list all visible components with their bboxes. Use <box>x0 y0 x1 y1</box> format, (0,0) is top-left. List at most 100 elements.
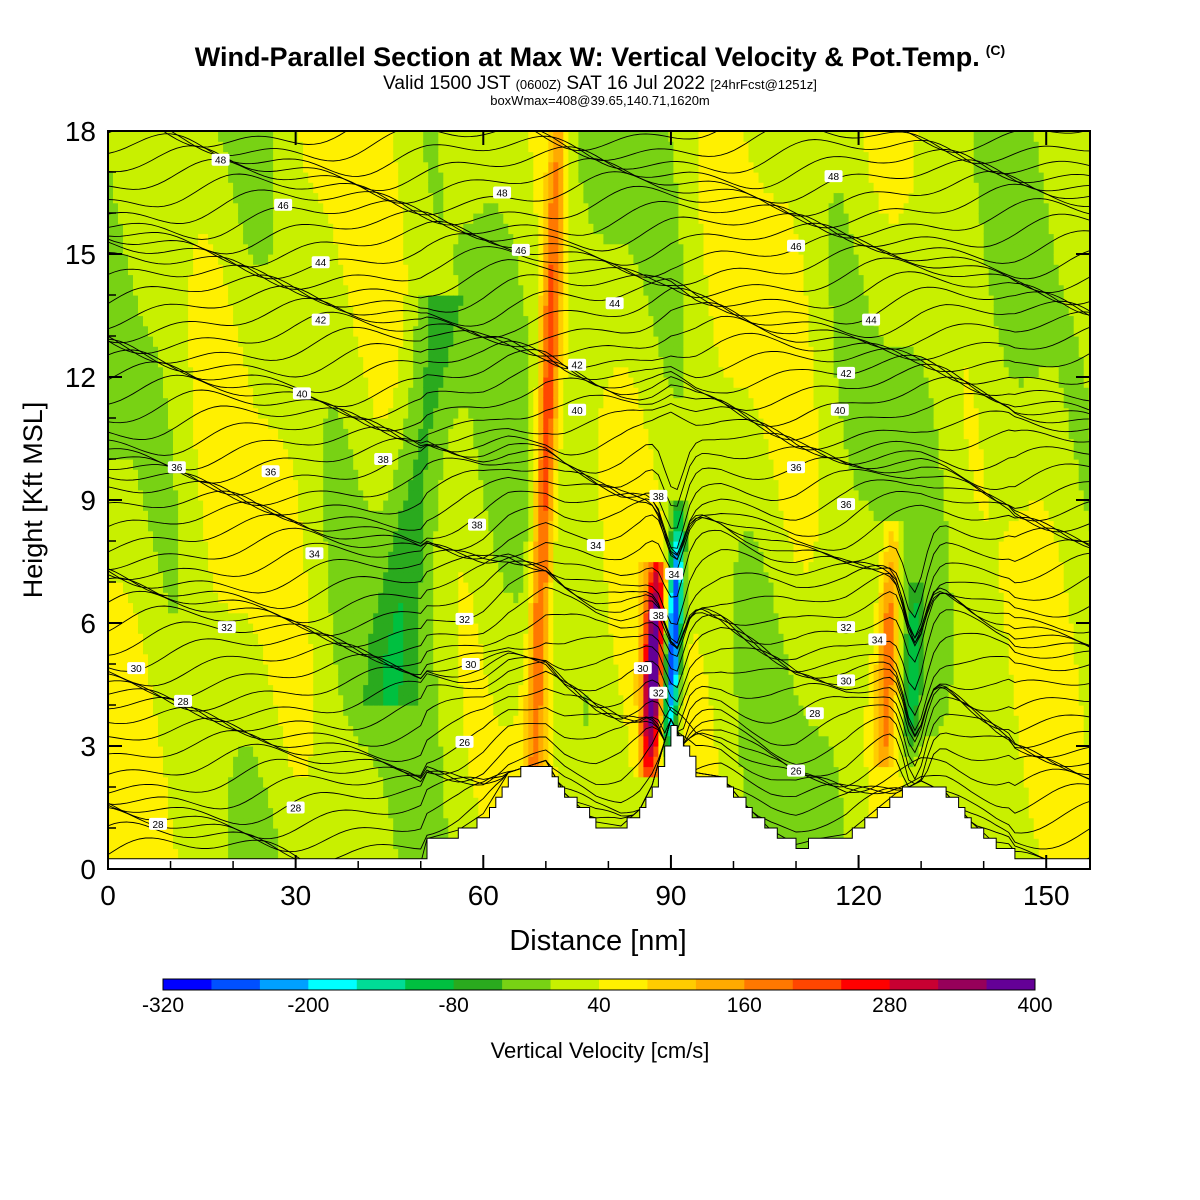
velocity-cell <box>213 254 219 265</box>
velocity-cell <box>138 131 144 142</box>
velocity-cell <box>348 500 354 511</box>
velocity-cell <box>448 828 454 839</box>
velocity-cell <box>158 520 164 532</box>
velocity-cell <box>268 520 274 532</box>
velocity-cell <box>413 192 419 204</box>
velocity-cell <box>378 797 384 809</box>
velocity-cell <box>143 653 149 665</box>
velocity-cell <box>248 766 254 778</box>
velocity-cell <box>163 530 169 542</box>
velocity-cell <box>228 633 234 645</box>
velocity-cell <box>173 653 179 665</box>
velocity-cell <box>123 254 129 265</box>
velocity-cell <box>193 161 199 173</box>
velocity-cell <box>223 459 229 470</box>
velocity-cell <box>443 295 449 306</box>
velocity-cell <box>193 674 199 686</box>
velocity-cell <box>198 633 204 645</box>
velocity-cell <box>398 366 404 378</box>
velocity-cell <box>358 807 364 819</box>
velocity-cell <box>263 141 269 153</box>
velocity-cell <box>248 582 254 593</box>
velocity-cell <box>163 366 169 378</box>
velocity-cell <box>348 284 354 296</box>
velocity-cell <box>278 817 284 829</box>
velocity-cell <box>338 141 344 153</box>
velocity-cell <box>408 602 414 614</box>
velocity-cell <box>428 530 434 542</box>
velocity-cell <box>188 418 194 429</box>
velocity-cell <box>288 489 294 501</box>
velocity-cell <box>173 797 179 809</box>
velocity-cell <box>233 346 239 358</box>
velocity-cell <box>308 520 314 532</box>
velocity-cell <box>448 407 454 419</box>
velocity-cell <box>168 582 174 593</box>
velocity-cell <box>393 664 399 675</box>
velocity-cell <box>418 787 424 798</box>
velocity-cell <box>388 828 394 839</box>
velocity-cell <box>263 397 269 409</box>
velocity-cell <box>313 510 319 522</box>
velocity-cell <box>388 633 394 645</box>
velocity-cell <box>413 274 419 286</box>
velocity-cell <box>273 787 279 798</box>
velocity-cell <box>148 776 154 788</box>
velocity-cell <box>268 633 274 645</box>
velocity-cell <box>348 756 354 768</box>
velocity-cell <box>423 172 429 183</box>
velocity-cell <box>258 643 264 655</box>
velocity-cell <box>213 725 219 737</box>
velocity-cell <box>143 151 149 163</box>
velocity-cell <box>138 797 144 809</box>
velocity-cell <box>188 766 194 778</box>
velocity-cell <box>208 561 214 573</box>
velocity-cell <box>278 428 284 440</box>
velocity-cell <box>168 479 174 491</box>
velocity-cell <box>333 592 339 604</box>
velocity-cell <box>213 828 219 839</box>
velocity-cell <box>408 254 414 265</box>
velocity-cell <box>143 284 149 296</box>
velocity-cell <box>338 325 344 337</box>
velocity-cell <box>378 684 384 696</box>
velocity-cell <box>268 254 274 265</box>
velocity-cell <box>118 561 124 573</box>
velocity-cell <box>138 366 144 378</box>
velocity-cell <box>333 746 339 757</box>
velocity-cell <box>273 315 279 327</box>
velocity-cell <box>163 612 169 624</box>
velocity-cell <box>233 305 239 317</box>
velocity-cell <box>138 469 144 481</box>
velocity-cell <box>183 664 189 675</box>
velocity-cell <box>133 428 139 440</box>
velocity-cell <box>303 377 309 388</box>
velocity-cell <box>453 684 459 696</box>
velocity-cell <box>358 161 364 173</box>
velocity-cell <box>393 797 399 809</box>
velocity-cell <box>208 151 214 163</box>
velocity-cell <box>393 787 399 798</box>
velocity-cell <box>313 776 319 788</box>
velocity-cell <box>293 377 299 388</box>
velocity-cell <box>158 356 164 368</box>
velocity-cell <box>413 551 419 563</box>
velocity-cell <box>138 633 144 645</box>
velocity-cell <box>288 746 294 757</box>
velocity-cell <box>428 202 434 214</box>
velocity-cell <box>323 735 329 747</box>
velocity-cell <box>343 418 349 429</box>
velocity-cell <box>108 489 114 501</box>
velocity-cell <box>348 387 354 399</box>
velocity-cell <box>128 694 134 706</box>
velocity-cell <box>168 828 174 839</box>
velocity-cell <box>373 213 379 224</box>
velocity-cell <box>258 776 264 788</box>
velocity-cell <box>143 233 149 245</box>
velocity-cell <box>363 325 369 337</box>
velocity-cell <box>153 418 159 429</box>
velocity-cell <box>383 172 389 183</box>
velocity-cell <box>143 264 149 276</box>
velocity-cell <box>273 561 279 573</box>
velocity-cell <box>308 284 314 296</box>
